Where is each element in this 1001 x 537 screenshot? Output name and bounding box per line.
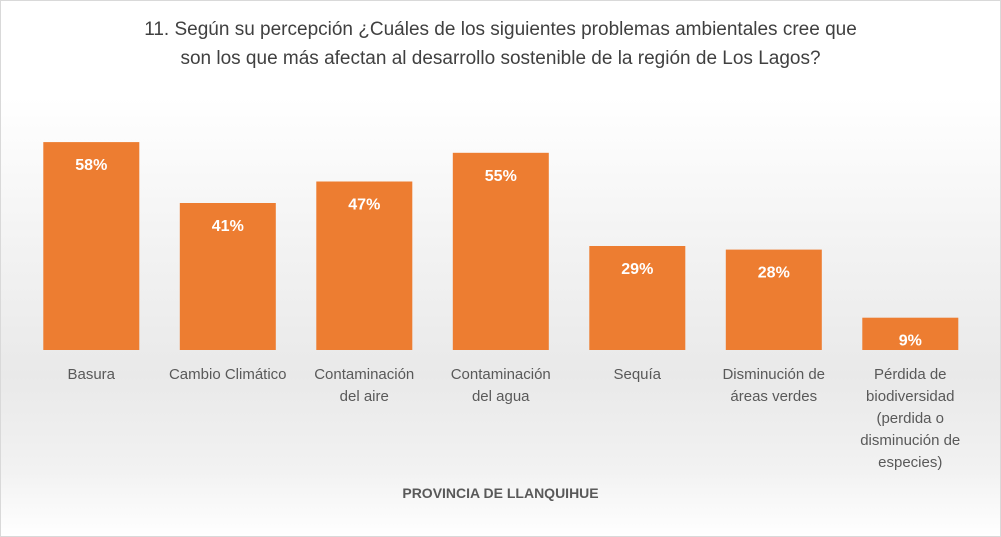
bar-4 xyxy=(589,246,686,350)
category-label-5: Disminución de áreas verdes xyxy=(706,364,843,408)
category-label-3: Contaminación del agua xyxy=(433,364,570,408)
category-label-2-line-0: Contaminación xyxy=(314,366,415,383)
category-label-1-line-0: Cambio Climático xyxy=(168,366,287,383)
bar-value-label-3: 55% xyxy=(485,168,517,185)
category-label-6-line-1: biodiversidad xyxy=(866,388,955,405)
chart-title-line-1: 11. Según su percepción ¿Cuáles de los s… xyxy=(144,19,857,40)
bar-value-label-0: 58% xyxy=(75,157,107,174)
chart-title-line-2: son los que más afectan al desarrollo so… xyxy=(180,48,821,69)
category-label-4-line-0: Sequía xyxy=(613,366,662,383)
category-label-3-line-1: del agua xyxy=(471,388,530,405)
category-label-6: Pérdida de biodiversidad (perdida o disminu… xyxy=(842,364,979,474)
category-label-3-line-0: Contaminación xyxy=(450,366,551,383)
category-label-0: Basura xyxy=(23,364,160,386)
category-label-6-line-0: Pérdida de xyxy=(873,366,947,383)
category-label-5-line-1: áreas verdes xyxy=(730,388,818,405)
bar-1 xyxy=(179,203,276,350)
category-label-2-line-1: del aire xyxy=(339,388,389,405)
bar-value-label-1: 41% xyxy=(212,218,244,235)
category-label-6-line-2: (perdida o xyxy=(876,410,945,427)
bar-5 xyxy=(725,249,822,350)
bar-value-label-6: 9% xyxy=(899,333,922,350)
bar-value-label-2: 47% xyxy=(348,197,380,214)
category-label-4: Sequía xyxy=(569,364,706,386)
bar-6 xyxy=(862,317,959,350)
bar-2 xyxy=(316,181,413,350)
category-label-0-line-0: Basura xyxy=(67,366,116,383)
category-label-5-line-0: Disminución de xyxy=(722,366,826,383)
bar-3 xyxy=(452,152,549,350)
bar-value-label-4: 29% xyxy=(621,261,653,278)
category-label-6-line-3: disminución de xyxy=(860,432,961,449)
bar-value-label-5: 28% xyxy=(758,265,790,282)
chart-title: 11. Según su percepción ¿Cuáles de los s… xyxy=(1,15,1000,73)
bar-0 xyxy=(43,142,140,350)
category-label-6-line-4: especies) xyxy=(878,454,943,471)
category-label-2: Contaminación del aire xyxy=(296,364,433,408)
x-axis-title: PROVINCIA DE LLANQUIHUE xyxy=(402,485,599,501)
category-label-1: Cambio Climático xyxy=(160,364,297,386)
